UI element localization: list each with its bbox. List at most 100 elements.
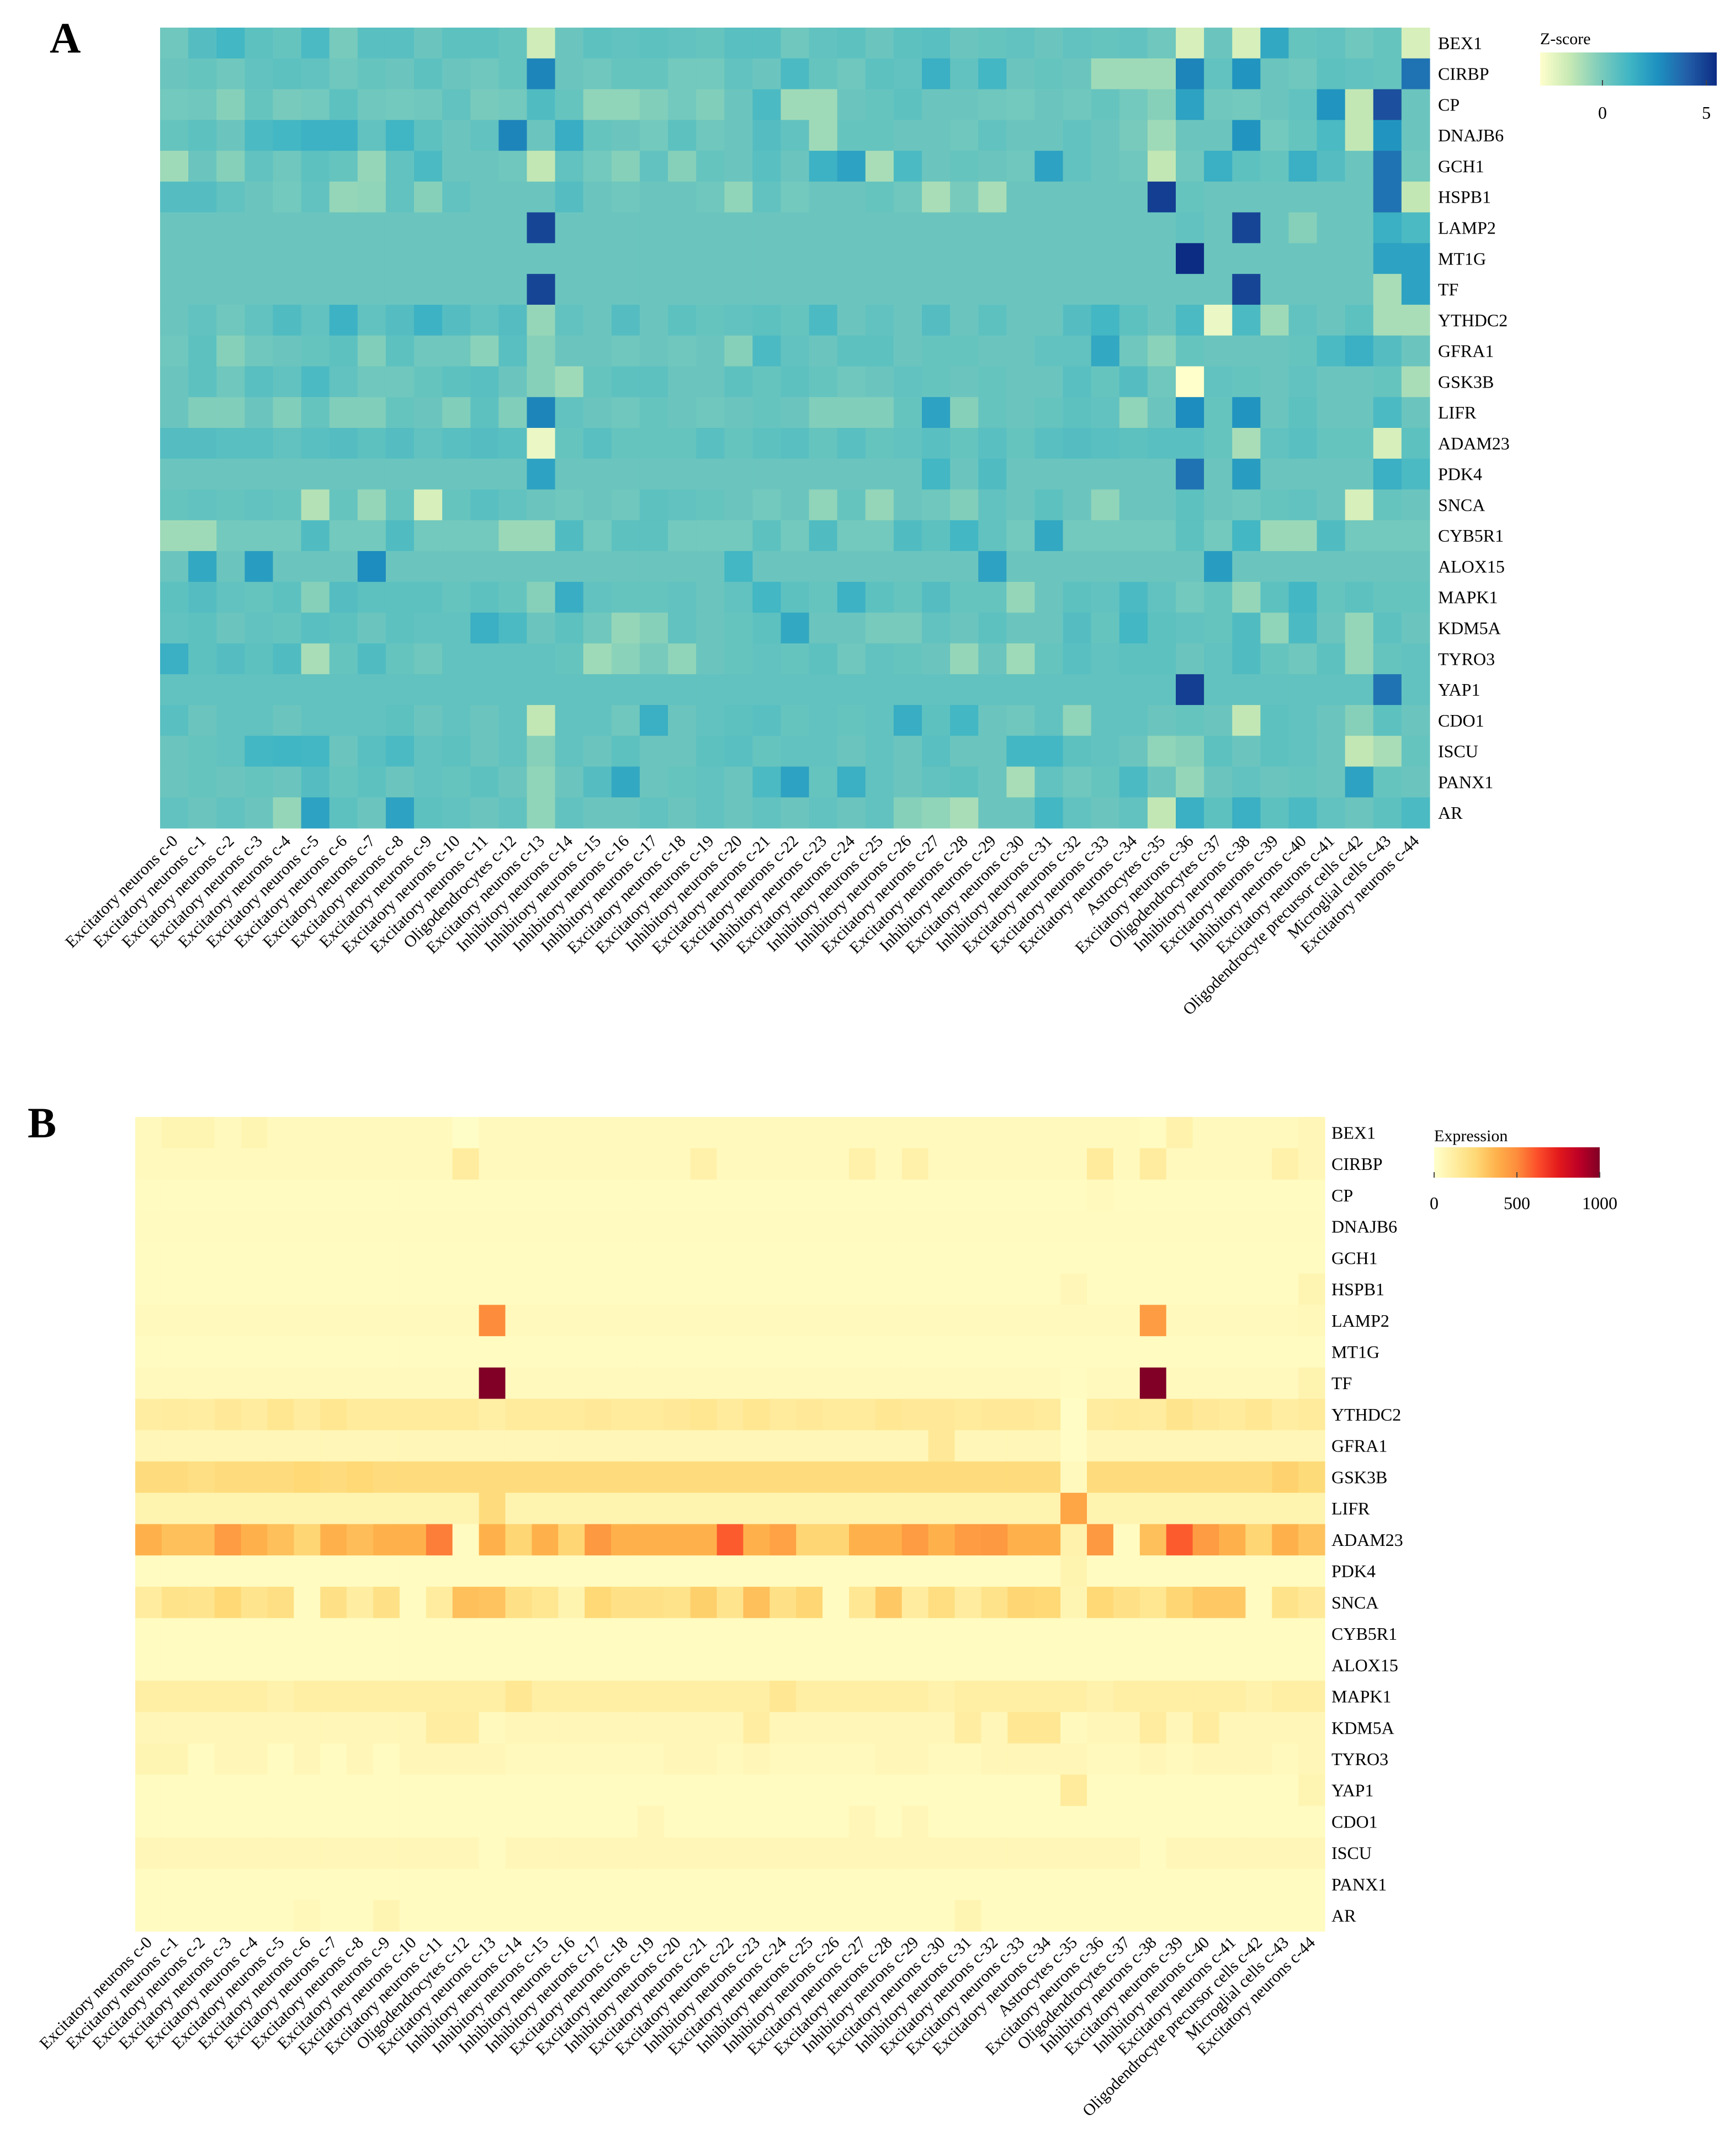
- panel-a-cell: [1119, 581, 1148, 613]
- panel-a-cell: [583, 643, 612, 675]
- panel-b-cell: [294, 1649, 321, 1681]
- panel-b-cell: [135, 1837, 162, 1869]
- panel-b-cell: [1219, 1399, 1246, 1431]
- panel-b-cell: [849, 1336, 876, 1368]
- panel-a-cell: [781, 520, 810, 552]
- panel-b-cell: [901, 1774, 929, 1807]
- panel-b-cell: [1272, 1211, 1299, 1243]
- panel-b-cell: [399, 1211, 427, 1243]
- panel-a-cell: [245, 735, 274, 767]
- panel-b-cell: [770, 1681, 797, 1713]
- panel-b-cell: [1087, 1681, 1114, 1713]
- panel-b-cell: [981, 1461, 1008, 1493]
- panel-a-cell: [583, 243, 612, 274]
- panel-b-cell: [1034, 1618, 1061, 1650]
- panel-a-cell: [442, 489, 471, 521]
- panel-b-cell: [690, 1273, 718, 1305]
- panel-b-cell: [585, 1117, 612, 1149]
- panel-a-cell: [865, 520, 894, 552]
- panel-b-cell: [611, 1179, 638, 1211]
- panel-a-cell: [1232, 304, 1261, 336]
- panel-b-cell: [452, 1681, 480, 1713]
- panel-b-cell: [505, 1242, 532, 1274]
- panel-a-cell: [1063, 274, 1092, 305]
- panel-b-cell: [875, 1399, 903, 1431]
- panel-a-cell: [781, 735, 810, 767]
- panel-b-cell: [928, 1524, 956, 1556]
- panel-a-cell: [245, 120, 274, 151]
- panel-a-cell: [724, 397, 753, 428]
- panel-b-cell: [1219, 1242, 1246, 1274]
- panel-b-cell: [1272, 1273, 1299, 1305]
- panel-b-cell: [1113, 1461, 1140, 1493]
- panel-a-cell: [950, 212, 979, 243]
- panel-b-cell: [585, 1211, 612, 1243]
- panel-a-cell: [301, 520, 330, 552]
- panel-a-cell: [216, 581, 245, 613]
- panel-a-cell: [1232, 89, 1261, 120]
- panel-a-cell: [470, 520, 499, 552]
- panel-a-cell: [385, 458, 415, 490]
- panel-a-cell: [188, 366, 217, 398]
- panel-b-cell: [161, 1117, 189, 1149]
- panel-a-cell: [1373, 243, 1402, 274]
- panel-a-cell: [442, 212, 471, 243]
- panel-a-cell: [837, 428, 866, 459]
- panel-a-cell: [950, 643, 979, 675]
- panel-b-cell: [822, 1399, 850, 1431]
- panel-b-cell: [717, 1524, 744, 1556]
- panel-b-cell: [347, 1492, 374, 1525]
- panel-a-cell: [781, 58, 810, 90]
- panel-a-cell: [1373, 181, 1402, 213]
- panel-a-cell: [1063, 704, 1092, 737]
- panel-a-cell: [809, 704, 838, 737]
- panel-a-cell: [1204, 766, 1233, 798]
- panel-b-cell: [267, 1273, 294, 1305]
- panel-a-cell: [1260, 181, 1289, 213]
- panel-b-cell: [1192, 1211, 1220, 1243]
- panel-a-cell: [1204, 28, 1233, 59]
- panel-a-cell: [1063, 181, 1092, 213]
- panel-b-cell: [1007, 1461, 1034, 1493]
- panel-b-cell: [1060, 1211, 1087, 1243]
- panel-b-cell: [1245, 1774, 1272, 1807]
- panel-a-cell: [329, 120, 358, 151]
- panel-b-cell: [901, 1273, 929, 1305]
- panel-b-cell: [161, 1837, 189, 1869]
- panel-b-cell: [241, 1681, 268, 1713]
- panel-b-cell: [1060, 1743, 1087, 1775]
- panel-a-cell: [893, 304, 922, 336]
- panel-a-cell: [752, 151, 782, 182]
- panel-a-cell: [611, 612, 640, 644]
- panel-a-row-label: CYB5R1: [1438, 526, 1504, 545]
- panel-a-cell: [696, 458, 725, 490]
- panel-b-cell: [452, 1806, 480, 1838]
- panel-b-cell: [928, 1743, 956, 1775]
- panel-b-cell: [1139, 1492, 1167, 1525]
- panel-a-cell: [188, 243, 217, 274]
- panel-a-cell: [329, 797, 358, 829]
- panel-a-cell: [357, 151, 386, 182]
- panel-a-letter: A: [50, 14, 81, 62]
- panel-a-cell: [724, 797, 753, 829]
- panel-b-cell: [1272, 1774, 1299, 1807]
- panel-a-cell: [1373, 704, 1402, 737]
- panel-a-cell: [1091, 428, 1120, 459]
- panel-a-cell: [809, 151, 838, 182]
- panel-b-cell: [373, 1681, 400, 1713]
- panel-a-cell: [639, 274, 668, 305]
- panel-a-cell: [1345, 89, 1374, 120]
- panel-a-cell: [1232, 335, 1261, 367]
- panel-b-cell: [611, 1117, 638, 1149]
- panel-b-cell: [373, 1211, 400, 1243]
- panel-b-cell: [743, 1900, 770, 1932]
- panel-b-cell: [1166, 1242, 1193, 1274]
- panel-a-cell: [1373, 489, 1402, 521]
- panel-b-cell: [1298, 1430, 1325, 1462]
- panel-b-cell: [796, 1492, 823, 1525]
- panel-a-cell: [216, 28, 245, 59]
- panel-a-cell: [893, 581, 922, 613]
- panel-a-cell: [216, 89, 245, 120]
- panel-a-cell: [1204, 212, 1233, 243]
- panel-a-cell: [1063, 581, 1092, 613]
